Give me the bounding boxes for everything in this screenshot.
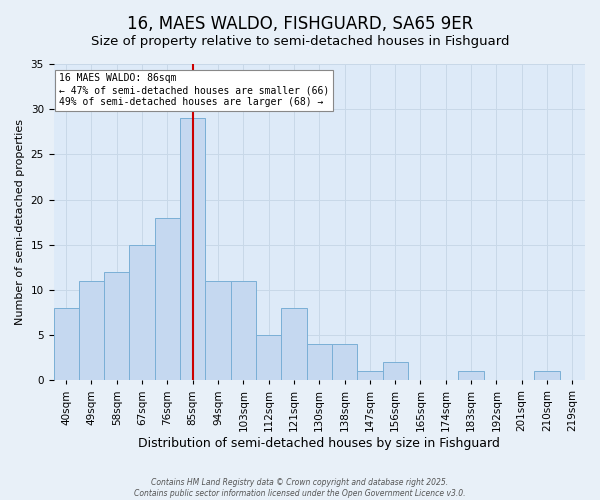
Bar (180, 118, 205, 380)
Bar (307, 344, 332, 381)
Bar (458, 372, 484, 380)
Bar (357, 372, 383, 380)
Bar (281, 308, 307, 380)
Bar (104, 272, 130, 380)
Bar (383, 362, 408, 380)
X-axis label: Distribution of semi-detached houses by size in Fishguard: Distribution of semi-detached houses by … (139, 437, 500, 450)
Bar (155, 218, 180, 380)
Text: 16, MAES WALDO, FISHGUARD, SA65 9ER: 16, MAES WALDO, FISHGUARD, SA65 9ER (127, 15, 473, 33)
Bar (230, 281, 256, 380)
Bar (205, 281, 230, 380)
Bar (535, 372, 560, 380)
Bar (79, 281, 104, 380)
Bar (53, 308, 79, 380)
Bar (332, 344, 357, 381)
Text: Contains HM Land Registry data © Crown copyright and database right 2025.
Contai: Contains HM Land Registry data © Crown c… (134, 478, 466, 498)
Bar (256, 335, 281, 380)
Text: Size of property relative to semi-detached houses in Fishguard: Size of property relative to semi-detach… (91, 35, 509, 48)
Y-axis label: Number of semi-detached properties: Number of semi-detached properties (15, 119, 25, 325)
Text: 16 MAES WALDO: 86sqm
← 47% of semi-detached houses are smaller (66)
49% of semi-: 16 MAES WALDO: 86sqm ← 47% of semi-detac… (59, 74, 329, 106)
Bar (130, 244, 155, 380)
